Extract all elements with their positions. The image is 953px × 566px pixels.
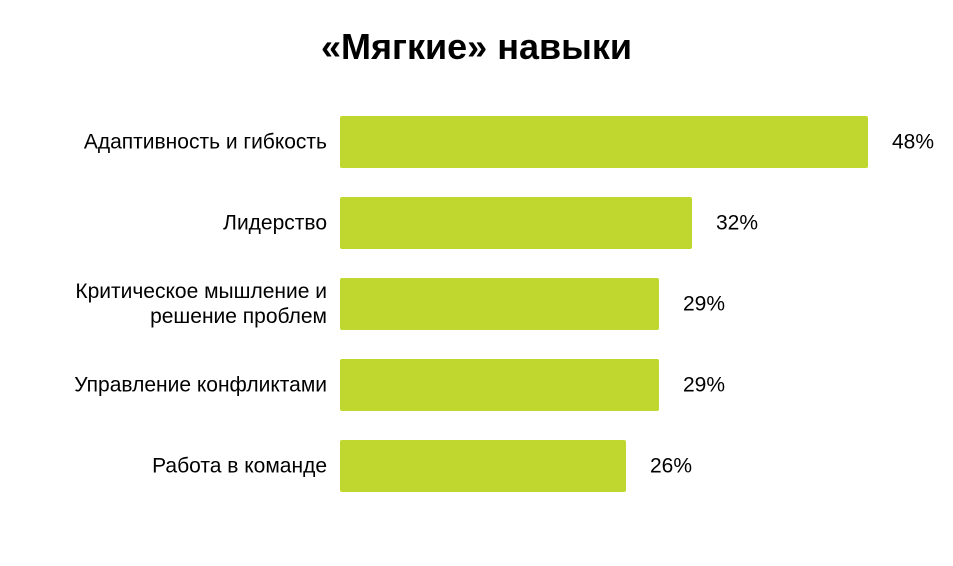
category-label-3: Критическое мышление и решение проблем <box>75 280 327 328</box>
value-label-2: 32% <box>716 212 758 235</box>
category-label-4: Управление конфликтами <box>74 374 327 397</box>
category-label-line: Работа в команде <box>152 455 327 478</box>
category-label-2: Лидерство <box>223 212 327 235</box>
value-label-5: 26% <box>650 455 692 478</box>
category-label-line: Лидерство <box>223 212 327 235</box>
chart-title: «Мягкие» навыки <box>321 26 632 67</box>
category-label-line: решение проблем <box>150 305 327 328</box>
value-label-1: 48% <box>892 131 934 154</box>
category-label-line: Адаптивность и гибкость <box>84 131 327 154</box>
category-label-5: Работа в команде <box>152 455 327 478</box>
bar-5 <box>340 440 626 492</box>
value-label-3: 29% <box>683 293 725 316</box>
bar-1 <box>340 116 868 168</box>
bar-2 <box>340 197 692 249</box>
value-label-4: 29% <box>683 374 725 397</box>
category-label-1: Адаптивность и гибкость <box>84 131 327 154</box>
bar-4 <box>340 359 659 411</box>
category-label-line: Критическое мышление и <box>75 280 327 303</box>
category-label-line: Управление конфликтами <box>74 374 327 397</box>
bar-3 <box>340 278 659 330</box>
